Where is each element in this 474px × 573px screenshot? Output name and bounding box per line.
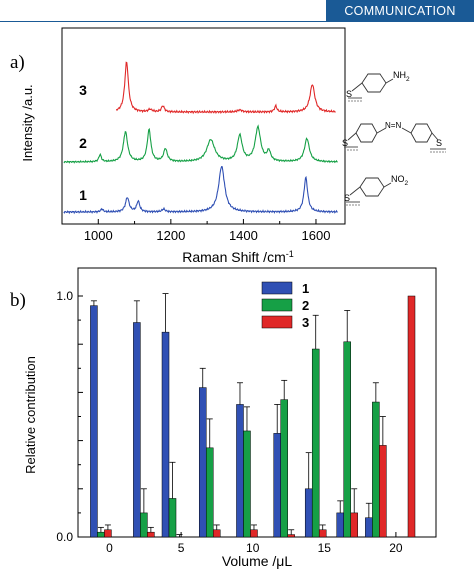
bar-series-2-group-5 bbox=[280, 399, 288, 538]
legend-label-1: 1 bbox=[302, 281, 309, 296]
structure-1-nitrothiophenol: S NO2 bbox=[344, 174, 409, 206]
panel-a-xtick-label-1400: 1400 bbox=[229, 228, 258, 243]
structure-3-aminothiophenol: S NH2 bbox=[346, 70, 410, 102]
bar-series-3-group-7 bbox=[350, 512, 358, 538]
bar-series-3-group-8 bbox=[379, 445, 387, 538]
bar-series-1-group-4 bbox=[236, 404, 244, 538]
panel-a-xlabel-main: Raman Shift /cm bbox=[182, 249, 285, 265]
panel-a-xtick-label-1600: 1600 bbox=[302, 228, 331, 243]
bar-series-3-group-3 bbox=[212, 529, 221, 538]
structure-1-substituent: NO2 bbox=[391, 174, 409, 187]
bar-series-2-group-0 bbox=[97, 531, 105, 538]
bar-series-2-group-1 bbox=[140, 512, 148, 538]
bar-series-2-group-4 bbox=[243, 430, 251, 538]
bar-series-2-group-8 bbox=[372, 401, 380, 538]
bar-series-3-group-1 bbox=[147, 531, 155, 538]
panel-b-ytick-label-0.0: 0.0 bbox=[56, 530, 73, 544]
panel-b-ylabel: Relative contribution bbox=[23, 356, 38, 474]
structure-2-right-anchor: S bbox=[436, 138, 442, 148]
bar-series-2-group-2 bbox=[168, 498, 177, 538]
bar-series-1-group-2 bbox=[161, 331, 170, 538]
spectrum-1 bbox=[63, 165, 338, 215]
panel-a-xtick-label-1200: 1200 bbox=[156, 228, 185, 243]
structure-3-anchor: S bbox=[346, 89, 352, 99]
bar-series-1-group-8 bbox=[365, 517, 373, 538]
bar-series-1-group-1 bbox=[133, 322, 141, 538]
bar-series-1-group-5 bbox=[273, 433, 281, 538]
bar-series-3-group-6 bbox=[318, 529, 327, 538]
relative-contribution-bar-chart: 0.0 1.0 0 5 10 15 20 1 2 3 bbox=[56, 267, 437, 555]
spectrum-3 bbox=[115, 61, 336, 115]
bar-series-3-group-4 bbox=[250, 529, 258, 538]
bar-series-2-group-6 bbox=[311, 348, 320, 538]
spectrum-label-1: 1 bbox=[79, 187, 87, 203]
panel-a-xtick-label-1000: 1000 bbox=[84, 228, 113, 243]
bar-series-3-group-9 bbox=[407, 295, 416, 538]
legend-label-3: 3 bbox=[302, 315, 309, 330]
structure-2-left-anchor: S bbox=[342, 138, 348, 148]
bar-series-1-group-7 bbox=[336, 512, 344, 538]
panel-b-ytick-label-1.0: 1.0 bbox=[56, 289, 73, 303]
panel-a-label: a) bbox=[10, 52, 25, 73]
bar-series-2-group-3 bbox=[205, 447, 214, 538]
legend-label-2: 2 bbox=[302, 298, 309, 313]
panel-b-xtick-label-0: 0 bbox=[106, 541, 113, 555]
journal-header-bar: COMMUNICATION bbox=[0, 0, 474, 22]
section-label: COMMUNICATION bbox=[326, 0, 474, 22]
panel-b-xtick-label-15: 15 bbox=[318, 541, 332, 555]
structure-2-azobenzene: S N=N S bbox=[342, 121, 446, 153]
panel-b-xlabel: Volume /μL bbox=[222, 553, 293, 569]
legend-swatch-1 bbox=[261, 281, 293, 295]
spectrum-label-2: 2 bbox=[79, 135, 87, 151]
panel-a-xlabel-sup: -1 bbox=[286, 249, 294, 259]
panel-b-label: b) bbox=[10, 290, 26, 311]
structure-3-substituent: NH2 bbox=[393, 70, 410, 83]
header-rule bbox=[0, 21, 474, 22]
panel-a-ylabel: Intensity /a.u. bbox=[20, 84, 35, 161]
structure-2-bridge: N=N bbox=[385, 121, 401, 130]
raman-spectra-plot: 1000 1200 1400 1600 3 2 1 bbox=[61, 27, 346, 243]
spectrum-2 bbox=[63, 124, 338, 164]
panel-b-xtick-label-10: 10 bbox=[246, 541, 260, 555]
bar-series-1-group-3 bbox=[198, 387, 207, 538]
panel-a-frame bbox=[61, 27, 346, 225]
bar-series-3-group-5 bbox=[287, 534, 295, 538]
spectrum-label-3: 3 bbox=[79, 82, 87, 98]
bar-series-3-group-0 bbox=[104, 529, 112, 538]
panel-a-xlabel: Raman Shift /cm-1 bbox=[182, 249, 294, 265]
structure-1-anchor: S bbox=[344, 193, 350, 203]
legend-swatch-3 bbox=[261, 315, 293, 329]
bar-series-1-group-6 bbox=[304, 488, 313, 538]
bar-series-2-group-7 bbox=[343, 341, 351, 538]
bar-series-1-group-0 bbox=[90, 305, 98, 538]
legend-swatch-2 bbox=[261, 298, 293, 312]
panel-b-xtick-label-20: 20 bbox=[389, 541, 403, 555]
panel-b-xtick-label-5: 5 bbox=[178, 541, 185, 555]
